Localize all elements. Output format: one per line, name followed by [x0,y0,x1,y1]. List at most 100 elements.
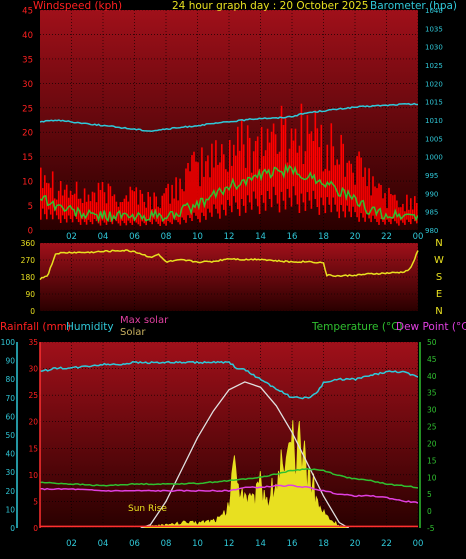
gust-bar [310,131,313,209]
gust-bar [171,184,173,225]
temperature-x-tick-label: 16 [287,539,298,549]
gust-bar [324,168,327,214]
gust-bar [133,191,136,221]
gust-bar [103,192,106,223]
compass-label: S [436,272,442,283]
gust-bar [59,181,62,223]
gust-bar [151,209,153,225]
gust-bar [201,147,203,213]
gust-bar [276,153,279,204]
gust-bar [197,162,199,219]
wind-axis-labels: 0 5 10 15 20 25 30 35 40 45 [22,7,33,237]
gust-bar [231,165,233,213]
gust-bar [44,175,46,215]
gust-bar [165,187,167,226]
barometer-tick-label: 995 [425,172,438,180]
gust-bar [187,163,189,216]
gust-bar [336,159,338,212]
gust-bar [63,189,66,220]
gust-bar [87,194,90,220]
barometer-label: Barometer (hpa) [370,0,457,12]
gust-bar [127,201,130,221]
wind-x-tick-label: 00 [413,232,424,242]
gust-bar [99,190,102,226]
gust-bar [83,188,86,223]
humidity-tick-label: 20 [5,487,15,496]
wind-tick-label: 25 [22,104,33,114]
solar-label: Solar [120,327,146,338]
compass-label: E [436,289,442,300]
wind-tick-label: 10 [22,178,33,188]
gust-bar [189,171,191,218]
gust-bar [306,115,309,193]
wind-x-tick-label: 02 [66,232,77,242]
gust-bar [217,164,219,214]
wind-x-tick-label: 12 [224,232,235,242]
gust-bar [406,194,408,220]
temperature-x-tick-label: 14 [255,539,266,549]
gust-bar [260,127,263,195]
humidity-tick-label: 50 [5,431,15,440]
gust-bar [181,189,183,218]
temperature-x-tick-label: 02 [66,539,77,549]
humidity-label: Humidity [66,321,114,333]
temperature-axis-labels: -5 0 5 10 15 20 25 30 35 40 45 50 [427,338,437,533]
gust-bar [93,192,96,219]
gust-bar [358,151,360,222]
gust-bar [346,162,348,206]
compass-label: N [435,238,442,249]
temperature-tick-label: 40 [427,372,437,381]
gust-bar [342,143,344,212]
gust-bar [145,207,147,226]
gust-bar [242,144,245,206]
gust-bar [304,151,307,211]
rain-tick-label: 0 [33,524,38,533]
direction-tick-label: 0 [30,307,35,316]
barometer-tick-label: 990 [425,190,438,198]
gust-bar [294,128,297,196]
humidity-axis-labels: 0 10 20 30 40 50 60 70 80 90 100 [1,338,16,533]
gust-bar [107,183,110,220]
gust-bar [221,144,223,205]
rain-tick-label: 10 [28,471,38,480]
gust-bar [394,194,396,222]
gust-bar [141,193,144,222]
wind-x-tick-label: 20 [350,232,361,242]
gust-bar [121,202,124,221]
gust-bar [350,163,352,218]
barometer-tick-label: 1040 [425,7,443,15]
gust-bar [322,171,325,206]
gust-bar [167,183,169,221]
barometer-tick-label: 985 [425,209,438,217]
humidity-line [40,360,418,400]
gust-bar [288,148,291,198]
windspeed-label: Windspeed (kph) [33,0,122,12]
gust-bar [147,192,149,221]
barometer-tick-label: 1035 [425,25,443,33]
barometer-tick-label: 1015 [425,99,443,107]
gust-bar [362,176,364,218]
gust-bar [111,196,114,225]
gust-bar [356,156,358,218]
solar-area [140,420,349,528]
wind-tick-label: 0 [28,227,33,237]
rain-axis-labels: 0 5 10 15 20 25 30 35 [28,338,38,533]
gust-bar [215,140,217,209]
temperature-x-tick-label: 10 [192,539,203,549]
gust-bar [225,169,227,216]
compass-label: W [434,255,444,266]
gust-bar [390,194,392,225]
wind-tick-label: 15 [22,153,33,163]
barometer-tick-label: 1010 [425,117,443,125]
gust-bar [139,190,142,227]
gust-bar [296,152,299,205]
temperature-tick-label: 5 [427,490,432,499]
gust-bar [131,190,134,225]
gust-bar [248,137,251,203]
wind-x-tick-label: 10 [192,232,203,242]
wind-tick-label: 35 [22,55,33,65]
gust-bar [229,140,231,206]
gust-bar [155,196,157,222]
temperature-x-axis-labels: 02 04 06 08 10 12 14 16 18 20 22 00 [66,539,423,549]
